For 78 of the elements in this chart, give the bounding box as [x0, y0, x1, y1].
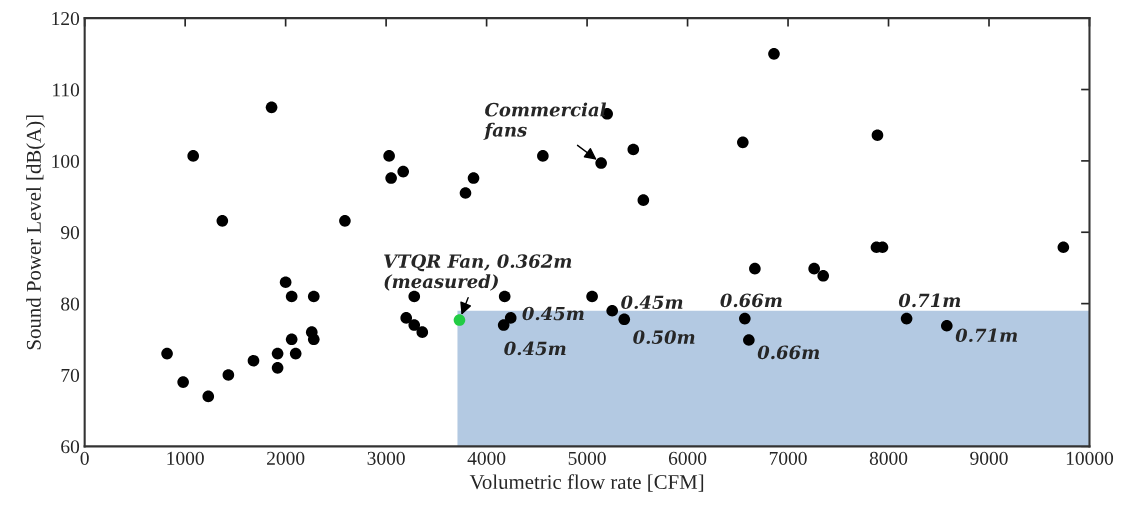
point	[537, 150, 549, 162]
point	[467, 172, 480, 184]
y-axis-title: Sound Power Level [dB(A)]	[26, 115, 46, 350]
annotation: 0.71m	[955, 328, 1018, 343]
point	[504, 312, 517, 324]
y-tick-label: 90	[61, 226, 80, 240]
point	[279, 276, 292, 289]
point	[940, 319, 953, 332]
point	[871, 129, 884, 142]
y-tick-label: 110	[53, 83, 80, 97]
annotation: 0.50m	[633, 330, 695, 344]
point	[339, 215, 351, 227]
annotation: 0.71m	[898, 293, 961, 308]
point	[459, 187, 472, 199]
point	[768, 48, 780, 60]
x-tick-label: 5000	[568, 451, 606, 465]
point	[265, 101, 278, 114]
point	[307, 290, 320, 303]
point	[606, 304, 619, 317]
point	[285, 290, 298, 303]
point	[307, 333, 320, 346]
point	[618, 313, 631, 326]
point	[498, 290, 511, 303]
point	[161, 347, 173, 360]
y-tick-label: 100	[52, 154, 80, 168]
point	[202, 390, 215, 403]
x-tick-label: 10000	[1066, 451, 1114, 465]
point	[397, 165, 410, 178]
point	[416, 326, 429, 338]
point	[247, 354, 260, 367]
point	[595, 157, 607, 169]
annotation: 0.66m	[720, 293, 782, 308]
point	[285, 333, 298, 346]
point	[222, 369, 235, 381]
point	[749, 262, 761, 275]
y-tick-label: 80	[61, 297, 80, 311]
annotation: 0.66m	[757, 345, 820, 360]
point	[739, 312, 751, 325]
annotation: 0.45m	[504, 341, 566, 356]
x-tick-label: 2000	[267, 451, 305, 465]
x-tick-label: 7000	[769, 451, 807, 465]
point	[497, 319, 510, 331]
point	[1057, 241, 1070, 254]
annotation: VTQR Fan, 0.362m (measured)	[384, 254, 572, 291]
point	[637, 194, 650, 206]
annotation: Commercial fans	[483, 102, 607, 140]
y-tick-label: 70	[61, 368, 80, 382]
y-tick-label: 120	[52, 11, 80, 26]
point	[177, 376, 189, 388]
x-axis-title: Volumetric flow rate [CFM]	[469, 474, 704, 492]
point	[271, 347, 284, 360]
point	[216, 215, 229, 227]
x-tick-label: 3000	[367, 451, 405, 465]
point	[187, 150, 199, 162]
point	[808, 262, 820, 275]
x-tick-label: 6000	[668, 451, 707, 465]
x-tick-label: 9000	[970, 451, 1008, 465]
point	[743, 334, 755, 346]
x-tick-label: 1000	[167, 451, 204, 465]
point	[586, 290, 598, 303]
point	[408, 319, 421, 331]
point	[383, 150, 395, 162]
point	[453, 314, 466, 326]
y-tick-label: 60	[61, 440, 80, 454]
annotation: 0.45m	[621, 295, 683, 310]
x-tick-label: 4000	[467, 451, 506, 465]
point	[400, 312, 413, 324]
x-tick-label: 0	[80, 451, 89, 465]
point	[408, 290, 421, 303]
annotation: 0.45m	[522, 306, 584, 321]
point	[737, 136, 749, 149]
point	[271, 362, 284, 374]
point	[289, 347, 302, 360]
point	[385, 172, 397, 184]
point	[900, 312, 913, 325]
point	[817, 269, 830, 282]
point	[627, 143, 640, 156]
x-tick-label: 8000	[869, 451, 908, 465]
